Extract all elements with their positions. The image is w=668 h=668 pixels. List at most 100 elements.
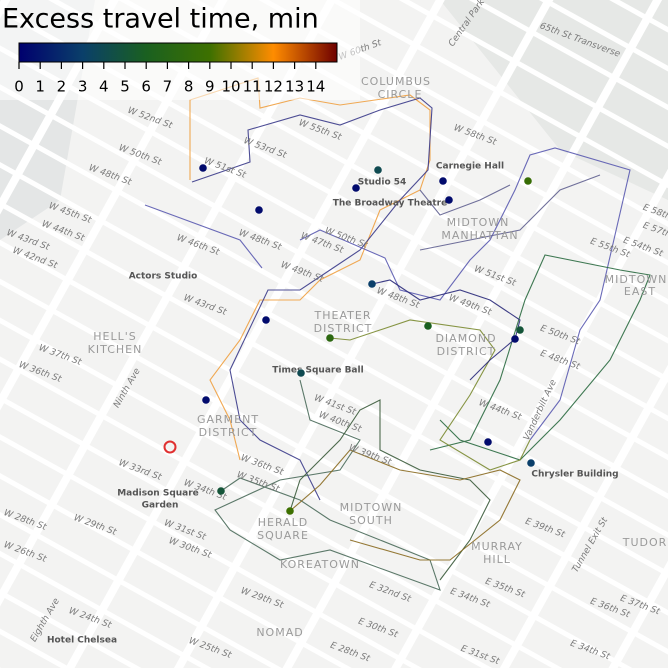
avenue <box>0 0 467 668</box>
map-label: Carnegie Hall <box>436 162 504 172</box>
avenue <box>0 0 550 668</box>
avenue <box>148 0 668 668</box>
destination-point <box>524 177 532 185</box>
colorbar-tick-label: 1 <box>35 78 45 96</box>
map-label: MURRAY <box>471 540 523 553</box>
colorbar <box>18 42 338 63</box>
street <box>0 166 668 668</box>
route <box>371 279 521 381</box>
colorbar-tick-label: 9 <box>205 78 215 96</box>
map-label: Garden <box>142 501 179 511</box>
map-label: Madison Square <box>117 489 199 499</box>
street <box>0 0 668 512</box>
map-label: NOMAD <box>256 626 303 639</box>
map-label: Chrysler Building <box>531 470 618 480</box>
colorbar-tick-label: 6 <box>141 78 151 96</box>
destination-point <box>374 166 382 174</box>
map-label: Hotel Chelsea <box>47 636 117 646</box>
street <box>0 0 668 572</box>
colorbar-tick-label: 12 <box>264 78 283 96</box>
route <box>419 174 601 251</box>
avenue <box>64 0 668 668</box>
map-label: MIDTOWN <box>340 501 403 514</box>
destination-point <box>516 326 524 334</box>
route <box>329 319 531 471</box>
street <box>0 0 668 453</box>
colorbar-tick-label: 5 <box>120 78 130 96</box>
map-label: MANHATTAN <box>441 229 518 242</box>
destination-point <box>297 369 305 377</box>
street <box>0 0 668 393</box>
map-label: MIDTOWN <box>605 273 668 286</box>
map-label: HELL'S <box>93 330 137 343</box>
routes <box>144 77 651 591</box>
map-label: DIAMOND <box>435 332 496 345</box>
map-label: KITCHEN <box>88 343 143 356</box>
origin-marker <box>163 440 177 454</box>
destination-point <box>262 316 270 324</box>
destination-point <box>439 177 447 185</box>
colorbar-tick-label: 0 <box>14 78 24 96</box>
destination-point <box>511 335 519 343</box>
map-label: KOREATOWN <box>280 558 360 571</box>
map-label: THEATER <box>314 309 372 322</box>
avenue <box>231 0 668 668</box>
destination-point <box>368 280 376 288</box>
destination-point <box>255 206 263 214</box>
destination-point <box>286 507 294 515</box>
street <box>0 0 668 542</box>
destination-point <box>352 184 360 192</box>
route <box>289 399 491 581</box>
map-label: DISTRICT <box>437 345 496 358</box>
colorbar-tick-label: 3 <box>78 78 88 96</box>
map-label: CIRCLE <box>378 88 423 101</box>
colorbar-tick-label: 14 <box>306 78 325 96</box>
map-label: EAST <box>624 285 656 298</box>
map-label: Actors Studio <box>129 272 198 282</box>
map-label: GARMENT <box>197 413 259 426</box>
colorbar-tick-label: 8 <box>184 78 194 96</box>
street <box>0 0 668 631</box>
destination-point <box>527 459 535 467</box>
colorbar-tick-label: 13 <box>285 78 304 96</box>
destination-point <box>217 487 225 495</box>
route <box>191 97 433 501</box>
destination-point <box>484 438 492 446</box>
street <box>0 196 668 668</box>
colorbar-tick-label: 4 <box>99 78 109 96</box>
map-label: Studio 54 <box>358 178 407 188</box>
map-label: MIDTOWN <box>447 216 510 229</box>
street <box>0 107 668 668</box>
street <box>0 17 668 668</box>
map-label: COLUMBUS <box>361 75 431 88</box>
street <box>0 0 668 482</box>
colorbar-tick-label: 2 <box>57 78 67 96</box>
map-label: HILL <box>483 553 511 566</box>
title: Excess travel time, min <box>2 4 319 35</box>
map-label: DISTRICT <box>199 426 258 439</box>
avenue <box>0 0 633 668</box>
route <box>214 379 441 591</box>
map-label: SQUARE <box>257 529 309 542</box>
street <box>0 226 668 668</box>
map-label: SOUTH <box>349 514 393 527</box>
map-label: TUDOR <box>622 536 668 549</box>
colorbar-tick-label: 11 <box>243 78 262 96</box>
street <box>0 0 668 601</box>
destination-point <box>326 334 334 342</box>
map-label: DISTRICT <box>314 322 373 335</box>
map-label: Times Square Ball <box>272 366 363 376</box>
street <box>0 255 668 668</box>
map-label: The Broadway Theatre <box>333 199 447 209</box>
avenue <box>0 0 384 668</box>
colorbar-axis: 0 1 2 3 4 5 6 7 8 9 10 11 12 13 14 <box>14 62 325 96</box>
destination-point <box>202 396 210 404</box>
colorbar-tick-label: 7 <box>163 78 173 96</box>
destination-point <box>199 164 207 172</box>
route <box>144 147 631 441</box>
